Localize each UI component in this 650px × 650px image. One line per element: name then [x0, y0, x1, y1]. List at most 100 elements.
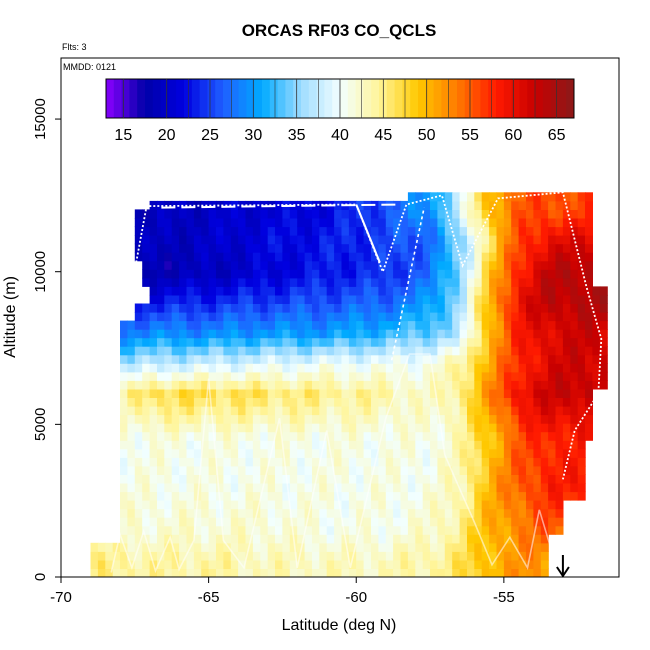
heatmap-cell — [562, 209, 571, 219]
heatmap-cell — [179, 551, 188, 561]
heatmap-cell — [570, 431, 579, 441]
heatmap-cell — [444, 209, 453, 219]
heatmap-cell — [223, 243, 232, 253]
heatmap-cell — [319, 269, 328, 279]
heatmap-cell — [238, 388, 247, 398]
heatmap-cell — [171, 235, 180, 245]
heatmap-cell — [496, 500, 505, 510]
heatmap-cell — [312, 388, 320, 398]
heatmap-cell — [496, 337, 505, 347]
heatmap-cell — [134, 380, 143, 390]
heatmap-cell — [467, 371, 475, 381]
heatmap-cell — [570, 269, 579, 279]
heatmap-cell — [474, 406, 483, 416]
heatmap-cell — [164, 414, 173, 424]
heatmap-cell — [555, 337, 564, 347]
heatmap-cell — [437, 517, 446, 527]
heatmap-cell — [134, 551, 143, 561]
heatmap-cell — [430, 303, 438, 313]
heatmap-cell — [430, 414, 438, 424]
heatmap-cell — [171, 286, 180, 296]
heatmap-cell — [134, 448, 143, 458]
heatmap-cell — [481, 457, 490, 467]
heatmap-cell — [356, 542, 365, 552]
heatmap-cell — [186, 337, 195, 347]
heatmap-cell — [120, 337, 128, 347]
heatmap-cell — [260, 294, 269, 304]
heatmap-cell — [562, 243, 571, 253]
heatmap-cell — [577, 252, 586, 262]
heatmap-cell — [208, 500, 217, 510]
heatmap-cell — [378, 252, 387, 262]
heatmap-cell — [201, 337, 210, 347]
heatmap-cell — [526, 406, 534, 416]
heatmap-cell — [570, 483, 579, 493]
heatmap-cell — [334, 337, 343, 347]
heatmap-cell — [511, 209, 520, 219]
heatmap-cell — [503, 354, 512, 364]
heatmap-cell — [415, 525, 424, 535]
heatmap-cell — [489, 491, 498, 501]
heatmap-cell — [282, 252, 291, 262]
colorbar-segment — [168, 79, 177, 118]
heatmap-cell — [193, 517, 202, 527]
heatmap-cell — [496, 243, 505, 253]
heatmap-cell — [452, 559, 461, 569]
heatmap-cell — [548, 346, 557, 356]
heatmap-cell — [407, 354, 416, 364]
heatmap-cell — [378, 218, 387, 228]
heatmap-cell — [533, 406, 542, 416]
heatmap-cell — [319, 534, 328, 544]
heatmap-cell — [334, 508, 343, 518]
heatmap-cell — [452, 431, 461, 441]
heatmap-cell — [201, 397, 210, 407]
heatmap-cell — [289, 294, 298, 304]
heatmap-cell — [356, 406, 365, 416]
heatmap-cell — [289, 329, 298, 339]
heatmap-cell — [149, 431, 158, 441]
heatmap-cell — [289, 397, 298, 407]
heatmap-cell — [304, 329, 313, 339]
heatmap-cell — [585, 226, 593, 236]
heatmap-cell — [474, 465, 483, 475]
heatmap-cell — [157, 200, 165, 210]
heatmap-cell — [312, 508, 320, 518]
heatmap-cell — [304, 559, 313, 569]
heatmap-cell — [489, 397, 498, 407]
heatmap-cell — [459, 243, 468, 253]
heatmap-cell — [570, 192, 579, 202]
heatmap-cell — [371, 414, 379, 424]
heatmap-cell — [577, 226, 586, 236]
heatmap-cell — [540, 243, 549, 253]
heatmap-cell — [393, 542, 402, 552]
heatmap-cell — [407, 517, 416, 527]
heatmap-cell — [230, 448, 239, 458]
heatmap-cell — [245, 209, 254, 219]
heatmap-cell — [134, 440, 143, 450]
heatmap-cell — [444, 542, 453, 552]
heatmap-cell — [540, 354, 549, 364]
heatmap-cell — [149, 371, 158, 381]
heatmap-cell — [348, 465, 357, 475]
heatmap-cell — [282, 559, 291, 569]
heatmap-cell — [208, 252, 217, 262]
heatmap-cell — [400, 252, 409, 262]
heatmap-cell — [312, 329, 320, 339]
heatmap-cell — [267, 525, 276, 535]
heatmap-cell — [142, 500, 151, 510]
heatmap-cell — [511, 346, 520, 356]
heatmap-cell — [164, 500, 173, 510]
heatmap-cell — [157, 371, 165, 381]
heatmap-cell — [489, 346, 498, 356]
heatmap-cell — [540, 483, 549, 493]
heatmap-cell — [348, 397, 357, 407]
heatmap-cell — [341, 243, 350, 253]
heatmap-cell — [356, 431, 365, 441]
heatmap-cell — [289, 500, 298, 510]
heatmap-cell — [252, 457, 261, 467]
heatmap-cell — [430, 542, 438, 552]
heatmap-cell — [179, 457, 188, 467]
heatmap-cell — [577, 320, 586, 330]
heatmap-cell — [149, 508, 158, 518]
